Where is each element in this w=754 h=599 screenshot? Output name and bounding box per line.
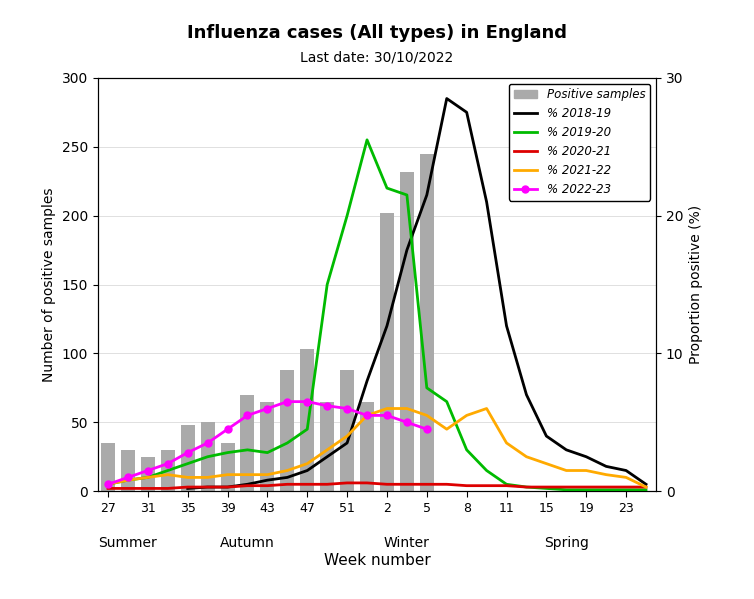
Text: Spring: Spring xyxy=(544,536,589,550)
Bar xyxy=(221,443,234,491)
Text: Summer: Summer xyxy=(99,536,158,550)
Y-axis label: Number of positive samples: Number of positive samples xyxy=(42,187,57,382)
Bar xyxy=(161,450,175,491)
Bar xyxy=(241,395,254,491)
Bar xyxy=(360,401,374,491)
X-axis label: Week number: Week number xyxy=(323,553,431,568)
Bar xyxy=(260,401,274,491)
Bar xyxy=(320,401,334,491)
Bar xyxy=(201,422,215,491)
Bar xyxy=(380,213,394,491)
Bar xyxy=(101,443,115,491)
Bar xyxy=(121,450,135,491)
Text: Influenza cases (All types) in England: Influenza cases (All types) in England xyxy=(187,24,567,42)
Text: Autumn: Autumn xyxy=(220,536,275,550)
Y-axis label: Proportion positive (%): Proportion positive (%) xyxy=(689,205,703,364)
Bar xyxy=(181,425,195,491)
Bar xyxy=(141,456,155,491)
Bar xyxy=(300,349,314,491)
Text: Last date: 30/10/2022: Last date: 30/10/2022 xyxy=(300,51,454,65)
Legend: Positive samples, % 2018-19, % 2019-20, % 2020-21, % 2021-22, % 2022-23: Positive samples, % 2018-19, % 2019-20, … xyxy=(509,84,650,201)
Bar xyxy=(280,370,294,491)
Bar xyxy=(400,171,414,491)
Bar xyxy=(340,370,354,491)
Text: Winter: Winter xyxy=(384,536,430,550)
Bar xyxy=(420,153,434,491)
